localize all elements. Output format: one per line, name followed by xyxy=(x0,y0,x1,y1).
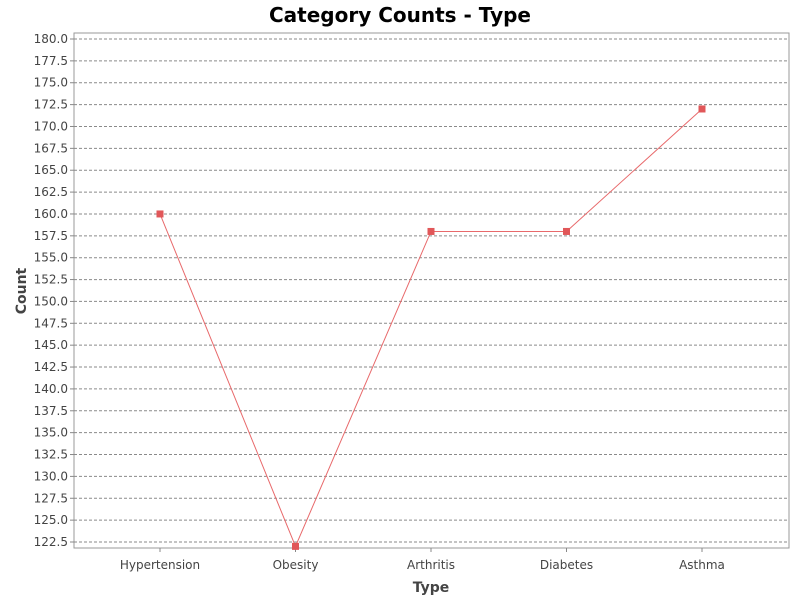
chart-title: Category Counts - Type xyxy=(269,3,531,27)
y-tick-label: 157.5 xyxy=(34,229,68,243)
y-tick-label: 167.5 xyxy=(34,141,68,155)
y-tick-label: 155.0 xyxy=(34,251,68,265)
y-tick-label: 162.5 xyxy=(34,185,68,199)
y-tick-label: 122.5 xyxy=(34,535,68,549)
series-markers xyxy=(156,105,706,550)
y-axis-ticks: 122.5 125.0 127.5 130.0 132.5 135.0 137.5 140.0… xyxy=(34,32,74,549)
y-axis-label: Count xyxy=(14,267,30,314)
data-point-marker xyxy=(156,210,164,218)
x-tick-label: Diabetes xyxy=(540,558,593,572)
x-tick-label: Hypertension xyxy=(120,558,200,572)
y-tick-label: 147.5 xyxy=(34,316,68,330)
gridlines xyxy=(74,38,789,543)
x-tick-label: Asthma xyxy=(679,558,725,572)
y-tick-label: 125.0 xyxy=(34,513,68,527)
y-tick-label: 175.0 xyxy=(34,76,68,90)
x-tick-label: Arthritis xyxy=(407,558,455,572)
x-tick-label: Obesity xyxy=(273,558,319,572)
y-tick-label: 150.0 xyxy=(34,294,68,308)
y-tick-label: 142.5 xyxy=(34,360,68,374)
y-tick-label: 170.0 xyxy=(34,119,68,133)
y-tick-label: 132.5 xyxy=(34,448,68,462)
x-axis-ticks: Hypertension Obesity Arthritis Diabetes Asth… xyxy=(120,548,725,572)
data-point-marker xyxy=(563,227,570,235)
plot-area xyxy=(73,32,790,549)
data-point-marker xyxy=(427,227,435,235)
y-tick-label: 177.5 xyxy=(34,54,68,68)
y-tick-label: 180.0 xyxy=(34,32,68,46)
y-tick-label: 172.5 xyxy=(34,98,68,112)
y-tick-label: 140.0 xyxy=(34,382,68,396)
data-point-marker xyxy=(292,542,299,550)
y-tick-label: 152.5 xyxy=(34,273,68,287)
x-axis-label: Type xyxy=(413,580,450,596)
y-tick-label: 137.5 xyxy=(34,404,68,418)
y-tick-label: 165.0 xyxy=(34,163,68,177)
y-tick-label: 130.0 xyxy=(34,469,68,483)
y-tick-label: 127.5 xyxy=(34,491,68,505)
y-tick-label: 160.0 xyxy=(34,207,68,221)
data-point-marker xyxy=(698,105,706,113)
y-tick-label: 145.0 xyxy=(34,338,68,352)
y-tick-label: 135.0 xyxy=(34,426,68,440)
